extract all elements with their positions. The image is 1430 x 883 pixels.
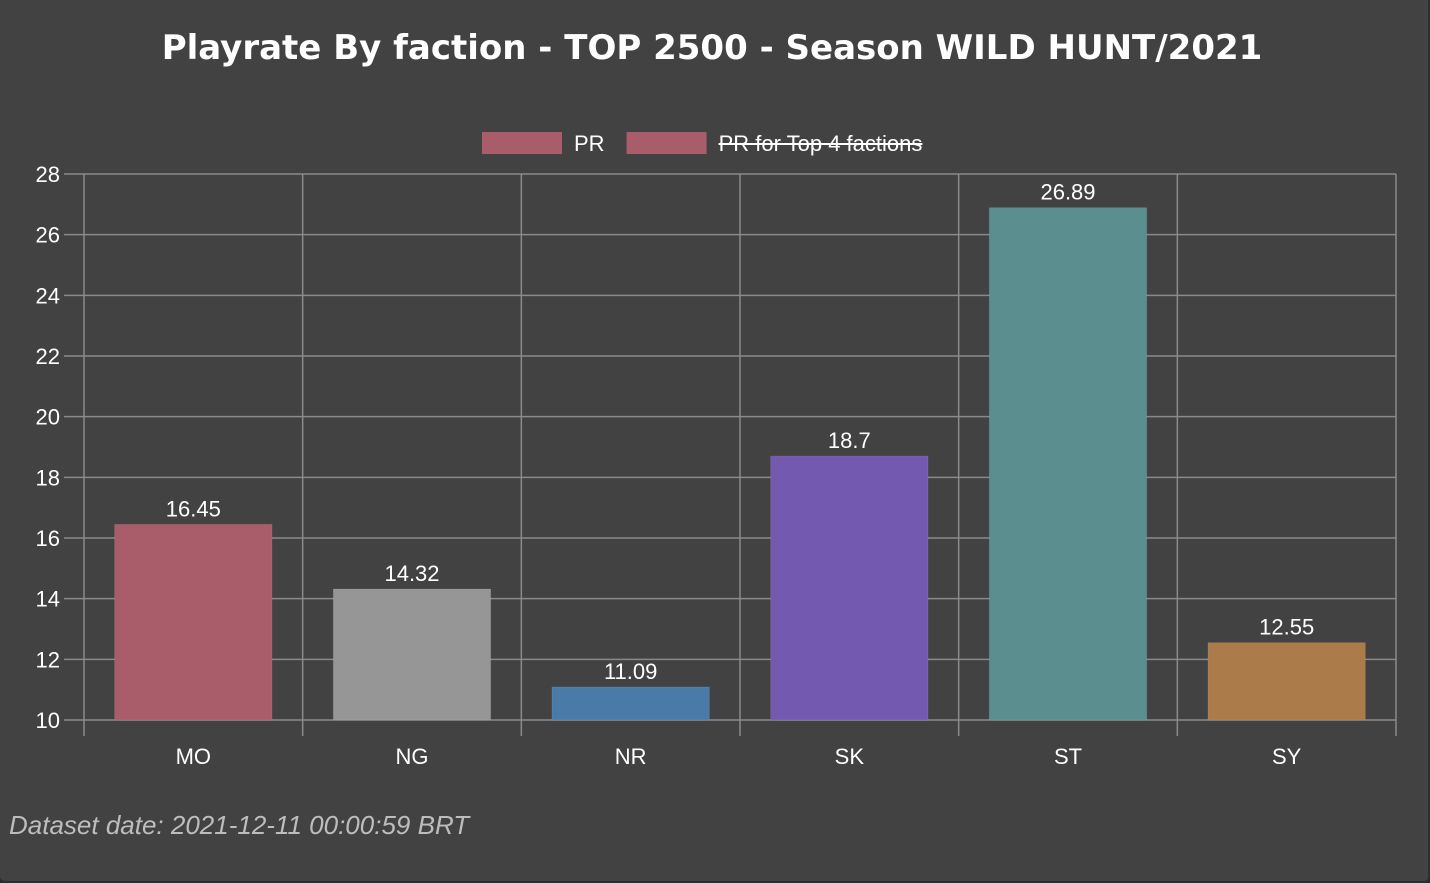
- x-tick-label: MO: [176, 744, 211, 769]
- legend-swatch[interactable]: [482, 132, 562, 154]
- data-label: 11.09: [604, 659, 657, 684]
- data-label: 18.7: [828, 428, 871, 453]
- x-axis: MO NG NR SK ST SY: [176, 744, 1302, 769]
- x-tick-label: ST: [1054, 744, 1082, 769]
- x-tick-label: NR: [615, 744, 647, 769]
- bar-ng[interactable]: [332, 588, 492, 721]
- y-tick-label: 26: [36, 223, 60, 248]
- bar-mo[interactable]: [114, 523, 273, 721]
- y-tick-label: 28: [36, 162, 60, 187]
- chart-grid: [64, 173, 1397, 736]
- legend-label[interactable]: PR: [574, 131, 605, 156]
- bar-nr[interactable]: [551, 686, 710, 721]
- data-label: 12.55: [1259, 615, 1314, 640]
- data-label: 16.45: [166, 496, 221, 521]
- y-tick-label: 14: [36, 587, 60, 612]
- y-tick-label: 20: [36, 405, 60, 430]
- x-tick-label: SK: [835, 744, 865, 769]
- data-label: 14.32: [384, 561, 439, 586]
- y-tick-label: 24: [36, 283, 60, 308]
- legend-swatch[interactable]: [626, 132, 707, 154]
- dataset-date: Dataset date: 2021-12-11 00:00:59 BRT: [9, 810, 470, 840]
- y-tick-label: 10: [36, 708, 60, 733]
- y-tick-label: 12: [36, 647, 60, 672]
- chart-bars: 16.45 14.32 11.09 18.7 26.89 12.55: [114, 180, 1366, 721]
- bar-sk[interactable]: [770, 455, 929, 721]
- y-tick-label: 18: [36, 465, 60, 490]
- bar-st[interactable]: [988, 207, 1148, 721]
- data-label: 26.89: [1040, 180, 1095, 205]
- y-tick-label: 22: [36, 344, 60, 369]
- chart-title: Playrate By faction - TOP 2500 - Season …: [161, 28, 1263, 68]
- chart-legend: PR PR for Top 4 factions: [482, 131, 923, 156]
- y-tick-label: 16: [36, 526, 60, 551]
- x-tick-label: NG: [396, 744, 429, 769]
- y-axis: 10 12 14 16 18 20 22 24 26 28: [36, 162, 60, 733]
- bar-sy[interactable]: [1207, 642, 1366, 721]
- x-tick-label: SY: [1272, 744, 1302, 769]
- bar-chart: PR PR for Top 4 factions 16.4514.3211.091…: [36, 131, 1397, 769]
